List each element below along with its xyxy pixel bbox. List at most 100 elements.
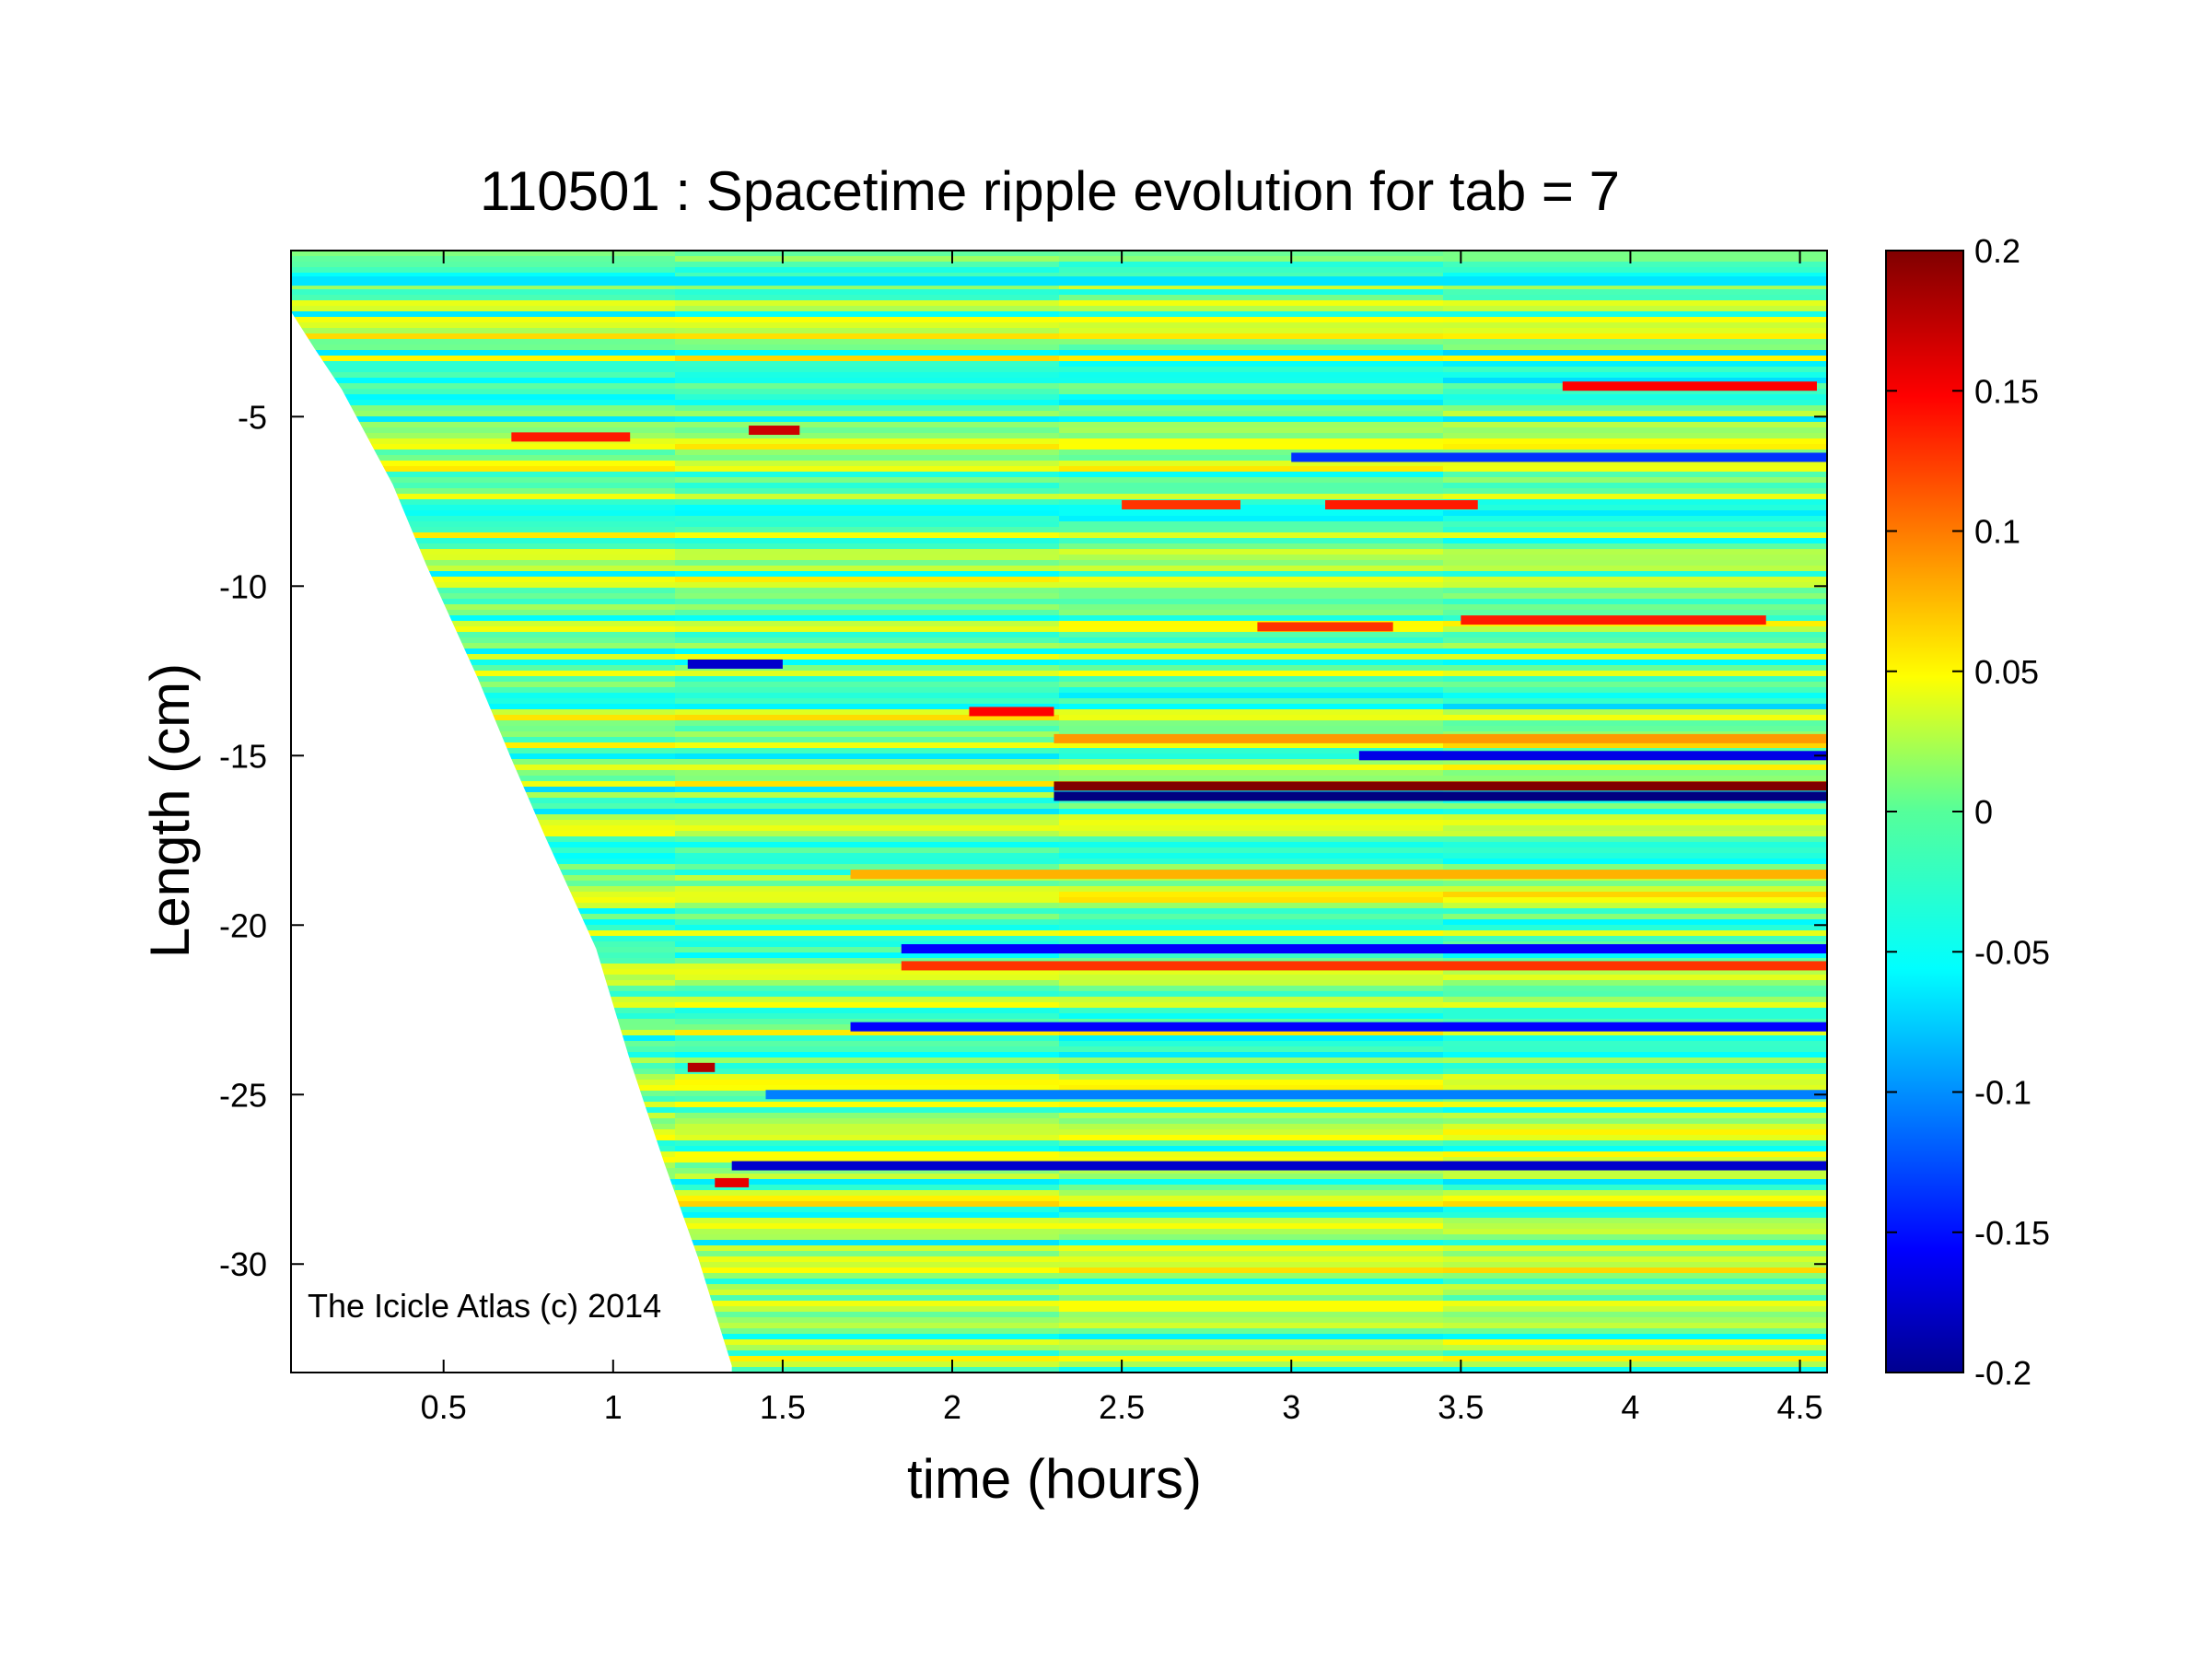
heatmap-cell bbox=[675, 1174, 1060, 1180]
heatmap-cell bbox=[675, 660, 1060, 666]
ripple-feature bbox=[511, 432, 631, 442]
heatmap-cell bbox=[291, 521, 676, 528]
heatmap-cell bbox=[1059, 1361, 1444, 1368]
heatmap-cell bbox=[675, 1306, 1060, 1313]
heatmap-cell bbox=[675, 936, 1060, 942]
heatmap-cell bbox=[675, 1345, 1060, 1351]
heatmap-cell bbox=[1059, 648, 1444, 655]
heatmap-cell bbox=[1443, 389, 1827, 395]
heatmap-cell bbox=[1059, 604, 1444, 611]
heatmap-cell bbox=[1443, 643, 1827, 649]
heatmap-cell bbox=[675, 969, 1060, 976]
heatmap-cell bbox=[1443, 256, 1827, 263]
heatmap-cell bbox=[1443, 1002, 1827, 1009]
heatmap-cell bbox=[1443, 1262, 1827, 1268]
heatmap-cell bbox=[1059, 394, 1444, 401]
heatmap-cell bbox=[1059, 936, 1444, 942]
heatmap-cell bbox=[1443, 521, 1827, 528]
ripple-feature bbox=[969, 707, 1054, 717]
heatmap-cell bbox=[1059, 626, 1444, 633]
heatmap-cell bbox=[1059, 339, 1444, 345]
heatmap-cell bbox=[675, 1080, 1060, 1086]
x-tick-label: 4 bbox=[1621, 1388, 1639, 1426]
heatmap-cell bbox=[1443, 1035, 1827, 1042]
heatmap-cell bbox=[1059, 1057, 1444, 1064]
heatmap-cell bbox=[1443, 903, 1827, 909]
heatmap-cell bbox=[675, 792, 1060, 799]
heatmap-cell bbox=[1443, 262, 1827, 268]
heatmap-cell bbox=[1443, 842, 1827, 848]
heatmap-cell bbox=[1059, 748, 1444, 754]
heatmap-cell bbox=[1059, 1273, 1444, 1279]
heatmap-cell bbox=[675, 831, 1060, 837]
heatmap-cell bbox=[675, 776, 1060, 782]
heatmap-cell bbox=[291, 560, 676, 567]
y-tick-label: -25 bbox=[219, 1076, 267, 1114]
heatmap-cell bbox=[1443, 991, 1827, 998]
heatmap-cell bbox=[1443, 1317, 1827, 1324]
x-tick-label: 4.5 bbox=[1777, 1388, 1823, 1426]
heatmap-cell bbox=[1443, 339, 1827, 345]
heatmap-cell bbox=[1059, 1306, 1444, 1313]
heatmap-cell bbox=[291, 400, 676, 406]
heatmap-cell bbox=[1059, 892, 1444, 898]
heatmap-cell bbox=[1059, 1168, 1444, 1174]
heatmap-cell bbox=[1059, 897, 1444, 904]
heatmap-cell bbox=[675, 1041, 1060, 1047]
heatmap-cell bbox=[1443, 1312, 1827, 1318]
heatmap-cell bbox=[1443, 847, 1827, 854]
heatmap-cell bbox=[675, 1146, 1060, 1152]
heatmap-cell bbox=[1059, 582, 1444, 589]
heatmap-cell bbox=[675, 1301, 1060, 1307]
heatmap-cell bbox=[1059, 859, 1444, 865]
heatmap-cell bbox=[291, 494, 676, 500]
heatmap-cell bbox=[1443, 510, 1827, 517]
heatmap-cell bbox=[1443, 1367, 1827, 1373]
heatmap-cell bbox=[675, 516, 1060, 522]
heatmap-cell bbox=[675, 1339, 1060, 1346]
heatmap-cell bbox=[675, 1124, 1060, 1130]
heatmap-cell bbox=[1443, 317, 1827, 323]
y-axis-label: Length (cm) bbox=[139, 663, 201, 958]
heatmap-cell bbox=[675, 809, 1060, 815]
heatmap-cell bbox=[1443, 671, 1827, 677]
x-axis-label: time (hours) bbox=[907, 1448, 1202, 1510]
heatmap-cell bbox=[675, 367, 1060, 373]
heatmap-cell bbox=[291, 333, 676, 340]
ripple-feature bbox=[1358, 751, 1827, 761]
heatmap-cell bbox=[1059, 671, 1444, 677]
heatmap-cell bbox=[1443, 1345, 1827, 1351]
heatmap-cell bbox=[1059, 1240, 1444, 1246]
heatmap-cell bbox=[291, 461, 676, 467]
heatmap-cell bbox=[291, 262, 676, 268]
ripple-feature bbox=[687, 1062, 716, 1072]
heatmap-cell bbox=[1443, 582, 1827, 589]
heatmap-cell bbox=[1443, 825, 1827, 832]
heatmap-cell bbox=[1059, 1096, 1444, 1103]
heatmap-cell bbox=[675, 997, 1060, 1003]
heatmap-cell bbox=[1059, 925, 1444, 931]
heatmap-cell bbox=[1059, 405, 1444, 412]
heatmap-cell bbox=[675, 251, 1060, 257]
heatmap-cell bbox=[1443, 295, 1827, 301]
heatmap-cell bbox=[1059, 1157, 1444, 1163]
heatmap-cell bbox=[291, 455, 676, 461]
heatmap-cell bbox=[1443, 1140, 1827, 1147]
heatmap-cell bbox=[1059, 615, 1444, 622]
heatmap-cell bbox=[1443, 1279, 1827, 1285]
heatmap-cell bbox=[675, 333, 1060, 340]
heatmap-cell bbox=[1443, 853, 1827, 859]
heatmap-cell bbox=[1059, 422, 1444, 428]
heatmap-cell bbox=[675, 980, 1060, 987]
heatmap-cell bbox=[675, 1013, 1060, 1020]
heatmap-cell bbox=[1059, 1008, 1444, 1014]
heatmap-cell bbox=[675, 1190, 1060, 1197]
heatmap-cell bbox=[1443, 1041, 1827, 1047]
heatmap-cell bbox=[1059, 1262, 1444, 1268]
heatmap-cell bbox=[675, 626, 1060, 633]
colorbar-tick-label: -0.05 bbox=[1974, 933, 2050, 971]
heatmap-cell bbox=[1443, 555, 1827, 561]
heatmap-cell bbox=[675, 1096, 1060, 1103]
heatmap-cell bbox=[675, 345, 1060, 351]
heatmap-cell bbox=[675, 1234, 1060, 1241]
